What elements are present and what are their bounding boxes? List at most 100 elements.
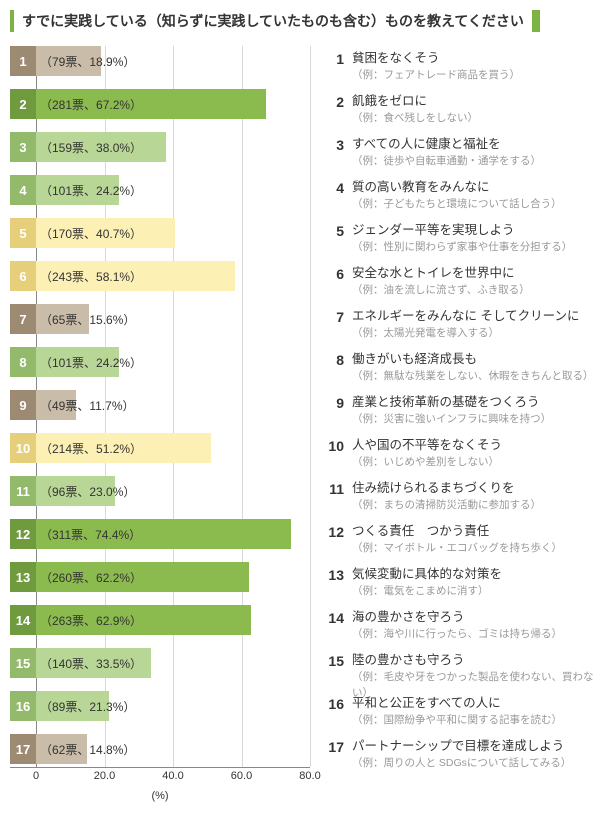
bar-number-box: 2	[10, 89, 36, 119]
legend-text: 海の豊かさを守ろう（例：海や川に行ったら、ゴミは持ち帰る）	[352, 609, 605, 642]
legend-text: 飢餓をゼロに（例：食べ残しをしない）	[352, 93, 605, 126]
legend-text: ジェンダー平等を実現しよう（例：性別に関わらず家事や仕事を分担する）	[352, 222, 605, 255]
legend-number: 8	[320, 351, 344, 369]
legend-example: （例：マイボトル・エコバッグを持ち歩く）	[352, 540, 605, 556]
legend-title: 働きがいも経済成長も	[352, 351, 605, 367]
legend-text: 産業と技術革新の基礎をつくろう（例：災害に強いインフラに興味を持つ）	[352, 394, 605, 427]
legend-example: （例：まちの清掃防災活動に参加する）	[352, 497, 605, 513]
bar-row: 1（79票、18.9%）	[10, 46, 310, 76]
bar-number-box: 6	[10, 261, 36, 291]
bar-label: （79票、18.9%）	[40, 46, 135, 76]
bar-label: （96票、23.0%）	[40, 476, 135, 506]
legend-text: すべての人に健康と福祉を（例：徒歩や自転車通勤・通学をする）	[352, 136, 605, 169]
bar-row: 12（311票、74.4%）	[10, 519, 310, 549]
legend-title: 飢餓をゼロに	[352, 93, 605, 109]
legend-item: 7エネルギーをみんなに そしてクリーンに（例：太陽光発電を導入する）	[320, 306, 605, 349]
bar-number-box: 5	[10, 218, 36, 248]
legend-number: 16	[320, 695, 344, 713]
legend-number: 1	[320, 50, 344, 68]
bar-row: 17（62票、14.8%）	[10, 734, 310, 764]
axis-tick: 0	[33, 770, 39, 782]
legend-text: パートナーシップで目標を達成しよう（例：周りの人と SDGsについて話してみる）	[352, 738, 605, 771]
bar-row: 8（101票、24.2%）	[10, 347, 310, 377]
bar-label: （140票、33.5%）	[40, 648, 142, 678]
legend-title: 人や国の不平等をなくそう	[352, 437, 605, 453]
legend-title: 質の高い教育をみんなに	[352, 179, 605, 195]
axis-tick: 40.0	[162, 770, 183, 782]
legend-example: （例：国際紛争や平和に関する記事を読む）	[352, 712, 605, 728]
chart-plot-area: 1（79票、18.9%） 2（281票、67.2%） 3（159票、38.0%） 4（…	[10, 46, 310, 768]
legend-text: 陸の豊かさも守ろう（例：毛皮や牙をつかった製品を使わない、買わない）	[352, 652, 605, 701]
legend-title: つくる責任 つかう責任	[352, 523, 605, 539]
legend-number: 17	[320, 738, 344, 756]
legend-title: 貧困をなくそう	[352, 50, 605, 66]
legend-number: 7	[320, 308, 344, 326]
bar: （101票、24.2%）	[36, 347, 119, 377]
x-axis: 020.040.060.080.0	[10, 770, 310, 788]
bar: （281票、67.2%）	[36, 89, 266, 119]
bar: （263票、62.9%）	[36, 605, 251, 635]
legend-example: （例：食べ残しをしない）	[352, 110, 605, 126]
bar-number-box: 10	[10, 433, 36, 463]
bar-row: 16（89票、21.3%）	[10, 691, 310, 721]
legend-text: 平和と公正をすべての人に（例：国際紛争や平和に関する記事を読む）	[352, 695, 605, 728]
bar-row: 3（159票、38.0%）	[10, 132, 310, 162]
bar: （311票、74.4%）	[36, 519, 291, 549]
bar-number-box: 12	[10, 519, 36, 549]
legend-number: 4	[320, 179, 344, 197]
bar-label: （243票、58.1%）	[40, 261, 142, 291]
bar-row: 10（214票、51.2%）	[10, 433, 310, 463]
legend-example: （例：フェアトレード商品を買う）	[352, 67, 605, 83]
bar-row: 15（140票、33.5%）	[10, 648, 310, 678]
legend-example: （例：油を流しに流さず、ふき取る）	[352, 282, 605, 298]
bar-row: 7（65票、15.6%）	[10, 304, 310, 334]
legend-example: （例：徒歩や自転車通勤・通学をする）	[352, 153, 605, 169]
legend-title: すべての人に健康と福祉を	[352, 136, 605, 152]
legend-number: 13	[320, 566, 344, 584]
legend-example: （例：子どもたちと環境について話し合う）	[352, 196, 605, 212]
bar-number-box: 17	[10, 734, 36, 764]
legend-title: 気候変動に具体的な対策を	[352, 566, 605, 582]
bar-label: （170票、40.7%）	[40, 218, 142, 248]
content: 1（79票、18.9%）2（281票、67.2%）3（159票、38.0%）4（…	[10, 46, 605, 802]
legend-item: 10 人や国の不平等をなくそう（例：いじめや差別をしない）	[320, 435, 605, 478]
bar-row: 9（49票、11.7%）	[10, 390, 310, 420]
bar-number-box: 15	[10, 648, 36, 678]
legend-number: 6	[320, 265, 344, 283]
bar-row: 4（101票、24.2%）	[10, 175, 310, 205]
legend-item: 13 気候変動に具体的な対策を（例：電気をこまめに消す）	[320, 564, 605, 607]
legend-number: 9	[320, 394, 344, 412]
bar: （65票、15.6%）	[36, 304, 89, 334]
bar-row: 5（170票、40.7%）	[10, 218, 310, 248]
legend-title: パートナーシップで目標を達成しよう	[352, 738, 605, 754]
bar-number-box: 14	[10, 605, 36, 635]
legend-title: 陸の豊かさも守ろう	[352, 652, 605, 668]
legend-number: 10	[320, 437, 344, 455]
bar-number-box: 11	[10, 476, 36, 506]
bar: （96票、23.0%）	[36, 476, 115, 506]
legend-item: 9 産業と技術革新の基礎をつくろう（例：災害に強いインフラに興味を持つ）	[320, 392, 605, 435]
legend-item: 8 働きがいも経済成長も（例：無駄な残業をしない、休暇をきちんと取る）	[320, 349, 605, 392]
legend-example: （例：電気をこまめに消す）	[352, 583, 605, 599]
legend-item: 1 貧困をなくそう（例：フェアトレード商品を買う）	[320, 48, 605, 91]
legend-text: 人や国の不平等をなくそう（例：いじめや差別をしない）	[352, 437, 605, 470]
bar: （79票、18.9%）	[36, 46, 101, 76]
page-title: すでに実践している（知らずに実践していたものも含む）ものを教えてください	[14, 10, 532, 32]
legend-example: （例：災害に強いインフラに興味を持つ）	[352, 411, 605, 427]
legend-number: 3	[320, 136, 344, 154]
legend-item: 6安全な水とトイレを世界中に（例：油を流しに流さず、ふき取る）	[320, 263, 605, 306]
axis-tick: 80.0	[299, 770, 320, 782]
bar-row: 13（260票、62.2%）	[10, 562, 310, 592]
bar-label: （101票、24.2%）	[40, 175, 142, 205]
legend-number: 12	[320, 523, 344, 541]
bar-number-box: 9	[10, 390, 36, 420]
legend-text: 住み続けられるまちづくりを（例：まちの清掃防災活動に参加する）	[352, 480, 605, 513]
bar-number-box: 7	[10, 304, 36, 334]
legend-column: 1貧困をなくそう（例：フェアトレード商品を買う）2飢餓をゼロに（例：食べ残しをし…	[320, 46, 605, 802]
bar-label: （311票、74.4%）	[40, 519, 141, 549]
legend-item: 5ジェンダー平等を実現しよう（例：性別に関わらず家事や仕事を分担する）	[320, 220, 605, 263]
bar: （49票、11.7%）	[36, 390, 76, 420]
bar-row: 6（243票、58.1%）	[10, 261, 310, 291]
legend-example: （例：無駄な残業をしない、休暇をきちんと取る）	[352, 368, 605, 384]
bar-label: （260票、62.2%）	[40, 562, 142, 592]
